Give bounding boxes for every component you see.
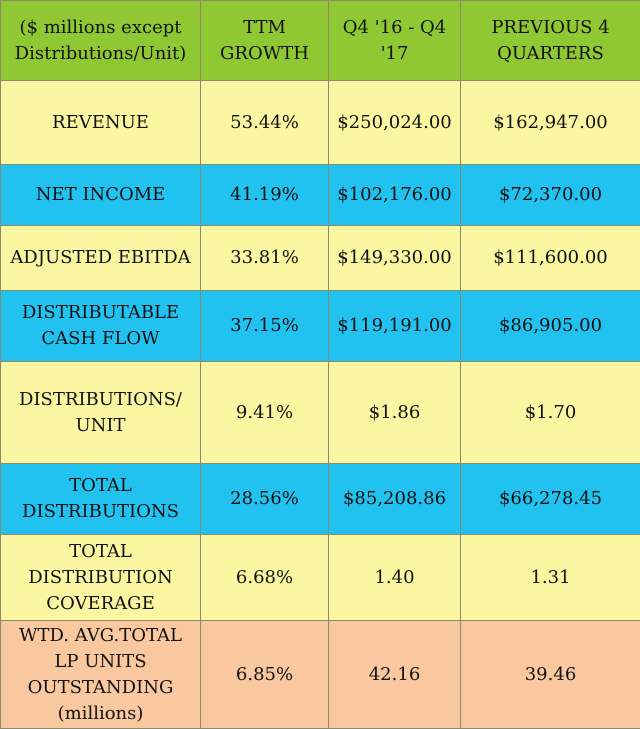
table-row: WTD. AVG.TOTAL LP UNITS OUTSTANDING (mil…	[1, 621, 640, 729]
row-label: REVENUE	[1, 81, 201, 165]
row-label: TOTAL DISTRIBUTIONS	[1, 464, 201, 535]
growth-cell: 37.15%	[201, 291, 329, 362]
table-row: NET INCOME 41.19% $102,176.00 $72,370.00	[1, 165, 640, 226]
growth-cell: 28.56%	[201, 464, 329, 535]
header-previous-quarters: PREVIOUS 4 QUARTERS	[461, 1, 640, 81]
current-cell: $250,024.00	[329, 81, 461, 165]
table-row: TOTAL DISTRIBUTION COVERAGE 6.68% 1.40 1…	[1, 535, 640, 621]
growth-cell: 53.44%	[201, 81, 329, 165]
table-row: REVENUE 53.44% $250,024.00 $162,947.00	[1, 81, 640, 165]
row-label: WTD. AVG.TOTAL LP UNITS OUTSTANDING (mil…	[1, 621, 201, 729]
growth-cell: 41.19%	[201, 165, 329, 226]
current-cell: $119,191.00	[329, 291, 461, 362]
previous-cell: 39.46	[461, 621, 640, 729]
current-cell: $102,176.00	[329, 165, 461, 226]
row-label: ADJUSTED EBITDA	[1, 226, 201, 291]
row-label: DISTRIBUTIONS/ UNIT	[1, 362, 201, 464]
header-row: ($ millions except Distributions/Unit) T…	[1, 1, 640, 81]
row-label: NET INCOME	[1, 165, 201, 226]
header-current-period: Q4 '16 - Q4 '17	[329, 1, 461, 81]
current-cell: $1.86	[329, 362, 461, 464]
current-cell: 42.16	[329, 621, 461, 729]
previous-cell: $162,947.00	[461, 81, 640, 165]
row-label: TOTAL DISTRIBUTION COVERAGE	[1, 535, 201, 621]
previous-cell: $66,278.45	[461, 464, 640, 535]
header-units-note: ($ millions except Distributions/Unit)	[1, 1, 201, 81]
row-label: DISTRIBUTABLE CASH FLOW	[1, 291, 201, 362]
table-row: DISTRIBUTABLE CASH FLOW 37.15% $119,191.…	[1, 291, 640, 362]
current-cell: 1.40	[329, 535, 461, 621]
previous-cell: $72,370.00	[461, 165, 640, 226]
growth-cell: 6.85%	[201, 621, 329, 729]
growth-cell: 33.81%	[201, 226, 329, 291]
growth-cell: 6.68%	[201, 535, 329, 621]
current-cell: $85,208.86	[329, 464, 461, 535]
current-cell: $149,330.00	[329, 226, 461, 291]
growth-cell: 9.41%	[201, 362, 329, 464]
table-row: TOTAL DISTRIBUTIONS 28.56% $85,208.86 $6…	[1, 464, 640, 535]
header-ttm-growth: TTM GROWTH	[201, 1, 329, 81]
table-row: DISTRIBUTIONS/ UNIT 9.41% $1.86 $1.70	[1, 362, 640, 464]
previous-cell: 1.31	[461, 535, 640, 621]
previous-cell: $1.70	[461, 362, 640, 464]
previous-cell: $111,600.00	[461, 226, 640, 291]
table-row: ADJUSTED EBITDA 33.81% $149,330.00 $111,…	[1, 226, 640, 291]
previous-cell: $86,905.00	[461, 291, 640, 362]
